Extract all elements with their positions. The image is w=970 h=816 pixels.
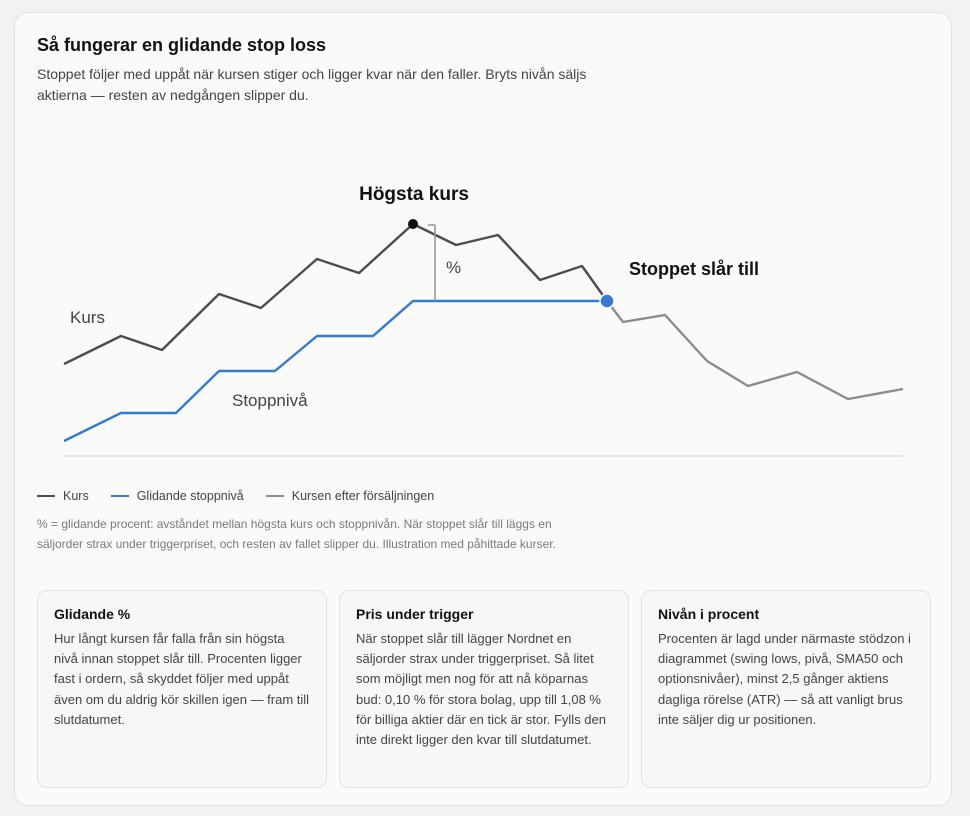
legend-label-stop: Glidande stoppnivå [136, 489, 244, 503]
legend-label-after: Kursen efter försäljningen [291, 489, 435, 503]
info-card-title: Glidande % [54, 606, 131, 622]
stop-level-line [63, 299, 607, 443]
info-card-trailing-percent: Glidande % Hur långt kursen får falla fr… [37, 590, 327, 788]
info-card-text: Hur långt kursen får falla från sin högs… [54, 631, 310, 727]
legend-swatch-price [37, 495, 55, 497]
legend-swatch-after [265, 495, 284, 497]
price-line-label: Kurs [70, 308, 105, 327]
legend-item-price: Kurs [37, 489, 89, 503]
explainer-card: Så fungerar en glidande stop loss Stoppe… [14, 12, 952, 806]
stop-trigger-marker [599, 293, 615, 309]
price-line [63, 222, 608, 366]
info-card-text: Procenten är lagd under närmaste stödzon… [658, 631, 911, 727]
info-card-price-below-trigger: Pris under trigger När stoppet slår till… [339, 590, 629, 788]
price-after-sale-line [606, 300, 904, 401]
highest-price-label: Högsta kurs [359, 184, 469, 205]
card-subtitle: Stoppet följer med uppåt när kursen stig… [37, 66, 587, 103]
legend-item-stop: Glidande stoppnivå [110, 489, 244, 503]
trailing-stop-diagram: Högsta kurs % Stoppet slår till Kurs Sto… [63, 184, 904, 457]
info-card-title: Pris under trigger [356, 606, 474, 622]
stop-line-label: Stoppnivå [232, 391, 308, 410]
stop-trigger-label: Stoppet slår till [629, 259, 759, 279]
info-card-title: Nivån i procent [658, 606, 760, 622]
card-title: Så fungerar en glidande stop loss [37, 35, 327, 55]
legend-swatch-stop [110, 495, 129, 497]
info-card-level-percent: Nivån i procent Procenten är lagd under … [641, 590, 931, 788]
percent-label: % [446, 258, 461, 277]
info-card-text: När stoppet slår till lägger Nordnet en … [356, 631, 606, 748]
diagram-note: % = glidande procent: avståndet mellan h… [37, 517, 556, 551]
legend-item-after: Kursen efter försäljningen [265, 489, 435, 503]
legend-label-price: Kurs [63, 489, 89, 503]
highest-price-marker [408, 219, 418, 229]
legend: Kurs Glidande stoppnivå Kursen efter för… [37, 489, 456, 503]
